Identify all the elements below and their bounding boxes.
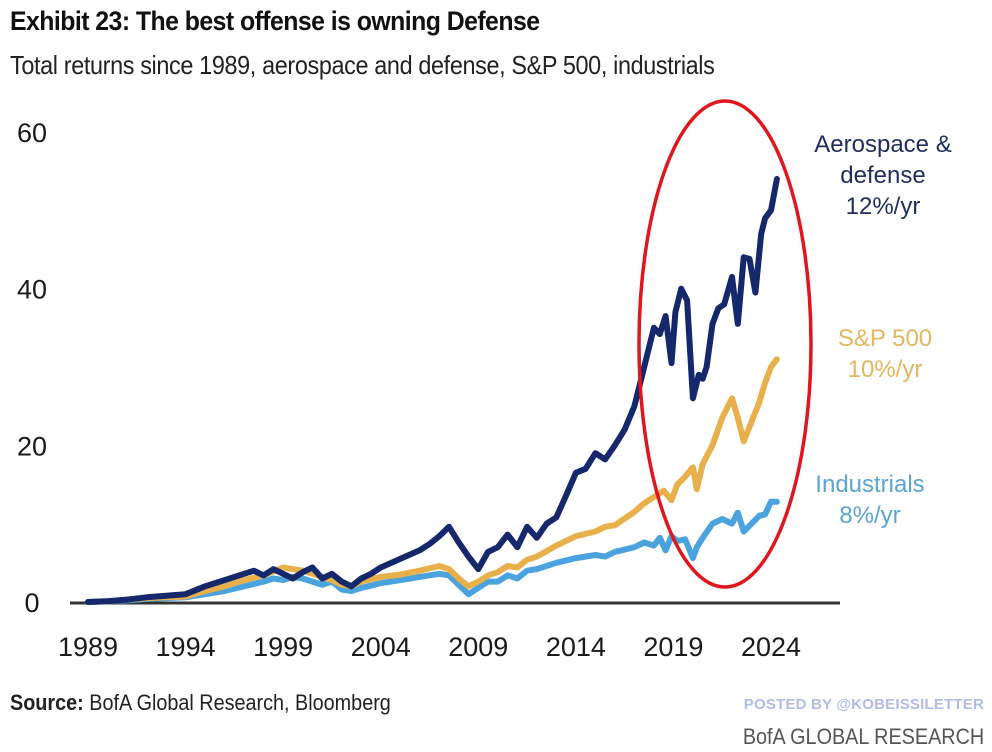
series-label-line: Industrials	[815, 471, 924, 498]
x-tick-label: 2009	[448, 632, 508, 662]
series-label-industrials: Industrials 8%/yr	[815, 471, 924, 529]
source-label: Source:	[10, 690, 84, 715]
chart-subtitle: Total returns since 1989, aerospace and …	[10, 50, 715, 80]
series-line-s-p-500	[85, 356, 780, 605]
series-label-aerospace-defense: Aerospace & defense 12%/yr	[814, 131, 951, 220]
series-line-industrials	[85, 498, 780, 605]
series-label-line: 12%/yr	[846, 193, 921, 220]
series-label-line: 10%/yr	[848, 356, 923, 383]
series-line-aerospace-defense	[85, 176, 780, 605]
y-tick-label: 0	[24, 588, 39, 618]
source-text: BofA Global Research, Bloomberg	[89, 690, 391, 715]
series-labels: Aerospace & defense 12%/yr S&P 500 10%/yr Ind…	[814, 131, 951, 529]
y-tick-label: 20	[17, 431, 47, 461]
posted-by-watermark: POSTED BY @KOBEISSILETTER	[743, 696, 984, 713]
chart-title: Exhibit 23: The best offense is owning D…	[10, 6, 540, 36]
x-tick-label: 1999	[253, 632, 313, 662]
y-tick-label: 40	[17, 275, 47, 305]
x-tick-label: 2004	[351, 632, 411, 662]
series-label-s-p-500: S&P 500 10%/yr	[838, 325, 932, 383]
series-label-line: S&P 500	[838, 325, 932, 352]
x-tick-label: 2014	[546, 632, 606, 662]
x-axis-ticks: 1989 1994 1999 2004 2009 2014 2019 2024	[58, 632, 801, 662]
series-label-line: defense	[840, 162, 925, 189]
source-note: Source: BofA Global Research, Bloomberg	[10, 690, 391, 716]
x-tick-label: 2019	[643, 632, 703, 662]
series-label-line: 8%/yr	[839, 502, 900, 529]
series-lines	[85, 176, 780, 605]
highlight-ellipse	[637, 99, 813, 589]
x-tick-label: 1994	[156, 632, 216, 662]
brand-logo-text: BofA GLOBAL RESEARCH	[742, 724, 984, 749]
x-tick-label: 1989	[58, 632, 118, 662]
series-label-line: Aerospace &	[814, 131, 951, 158]
y-tick-label: 60	[17, 118, 47, 148]
x-tick-label: 2024	[741, 632, 801, 662]
y-axis-ticks: 0 20 40 60	[17, 118, 47, 618]
